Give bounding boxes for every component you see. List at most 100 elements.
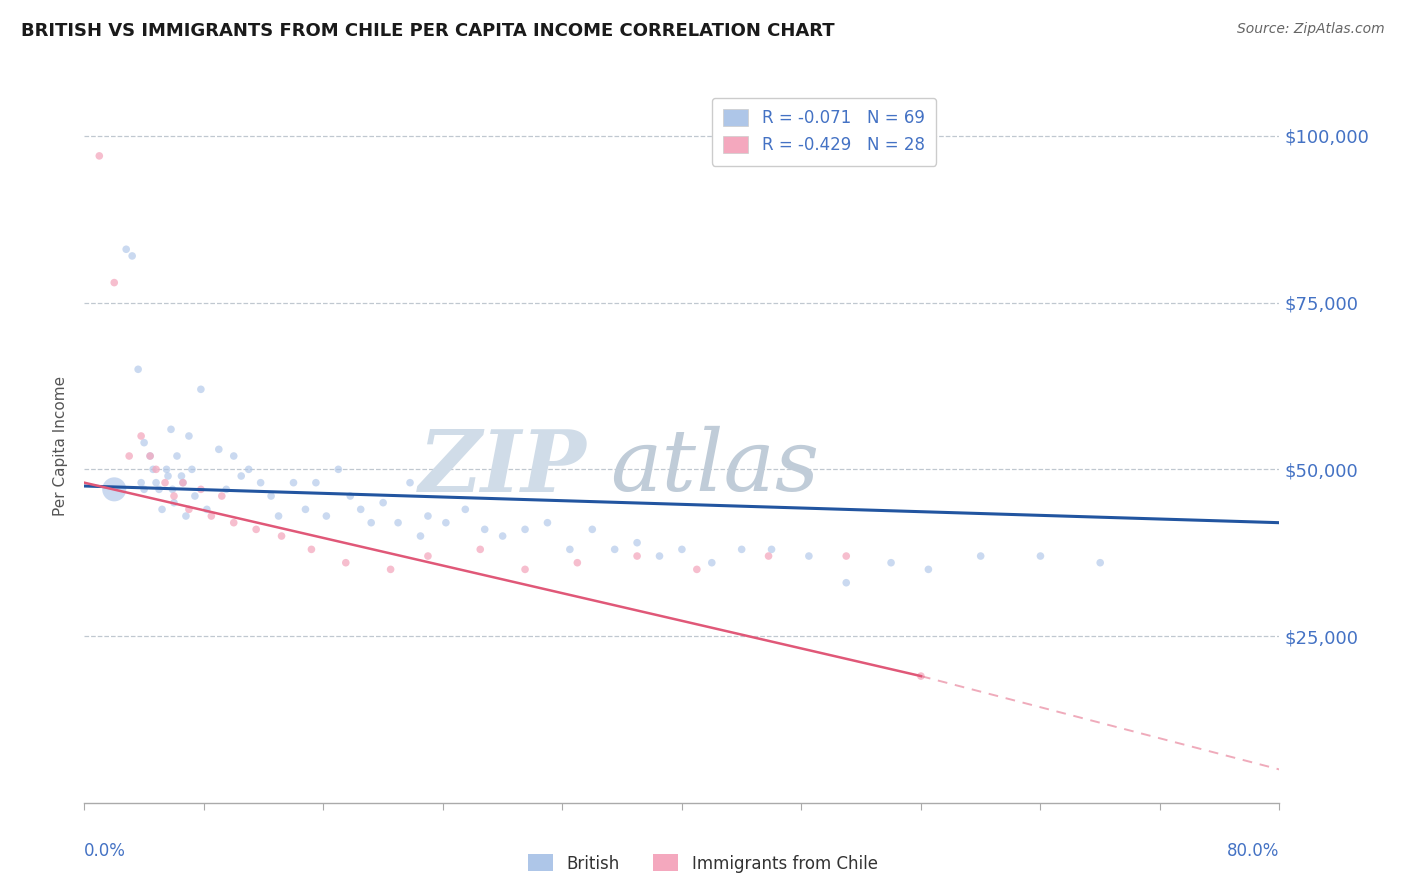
Point: [380, 562, 402, 576]
Point: [118, 449, 141, 463]
Point: [970, 549, 993, 563]
Point: [155, 462, 177, 476]
Point: [177, 502, 200, 516]
Point: [731, 542, 754, 557]
Point: [648, 549, 671, 563]
Point: [301, 542, 323, 557]
Point: [184, 489, 207, 503]
Point: [145, 462, 167, 476]
Point: [174, 509, 197, 524]
Point: [153, 475, 176, 490]
Point: [1029, 549, 1052, 563]
Point: [335, 556, 357, 570]
Point: [492, 529, 515, 543]
Text: BRITISH VS IMMIGRANTS FROM CHILE PER CAPITA INCOME CORRELATION CHART: BRITISH VS IMMIGRANTS FROM CHILE PER CAP…: [21, 22, 835, 40]
Point: [474, 522, 496, 536]
Point: [917, 562, 939, 576]
Point: [148, 483, 170, 497]
Point: [835, 575, 858, 590]
Point: [115, 242, 138, 256]
Point: [1090, 556, 1112, 570]
Point: [162, 483, 184, 497]
Point: [283, 475, 305, 490]
Point: [142, 462, 165, 476]
Point: [371, 496, 394, 510]
Point: [103, 276, 125, 290]
Point: [166, 449, 188, 463]
Point: [581, 522, 603, 536]
Point: [797, 549, 820, 563]
Point: [700, 556, 723, 570]
Point: [132, 435, 156, 450]
Text: 0.0%: 0.0%: [84, 842, 127, 860]
Point: [208, 442, 231, 457]
Point: [416, 549, 439, 563]
Point: [513, 522, 536, 536]
Point: [360, 516, 382, 530]
Point: [686, 562, 709, 576]
Point: [603, 542, 626, 557]
Text: ZIP: ZIP: [419, 425, 586, 509]
Point: [434, 516, 457, 530]
Point: [177, 429, 200, 443]
Point: [129, 429, 152, 443]
Point: [339, 489, 361, 503]
Point: [513, 562, 536, 576]
Point: [231, 469, 253, 483]
Legend: R = -0.071   N = 69, R = -0.429   N = 28: R = -0.071 N = 69, R = -0.429 N = 28: [711, 97, 936, 166]
Point: [558, 542, 581, 557]
Point: [129, 475, 152, 490]
Point: [139, 449, 162, 463]
Point: [470, 542, 492, 557]
Point: [409, 529, 432, 543]
Point: [172, 475, 194, 490]
Point: [626, 549, 648, 563]
Point: [454, 502, 477, 516]
Point: [267, 509, 290, 524]
Point: [215, 483, 238, 497]
Point: [145, 475, 167, 490]
Point: [163, 489, 186, 503]
Point: [626, 535, 648, 549]
Point: [195, 502, 218, 516]
Point: [387, 516, 409, 530]
Point: [260, 489, 283, 503]
Point: [132, 483, 156, 497]
Point: [315, 509, 337, 524]
Text: Source: ZipAtlas.com: Source: ZipAtlas.com: [1237, 22, 1385, 37]
Point: [758, 549, 780, 563]
Point: [761, 542, 783, 557]
Point: [139, 449, 162, 463]
Point: [200, 509, 222, 524]
Point: [910, 669, 932, 683]
Point: [294, 502, 316, 516]
Point: [103, 483, 125, 497]
Point: [305, 475, 328, 490]
Point: [180, 462, 204, 476]
Point: [222, 516, 245, 530]
Point: [350, 502, 373, 516]
Point: [190, 382, 212, 396]
Point: [270, 529, 292, 543]
Point: [245, 522, 267, 536]
Point: [536, 516, 558, 530]
Y-axis label: Per Capita Income: Per Capita Income: [53, 376, 69, 516]
Point: [835, 549, 858, 563]
Point: [399, 475, 422, 490]
Point: [880, 556, 903, 570]
Point: [567, 556, 589, 570]
Point: [222, 449, 245, 463]
Point: [157, 469, 180, 483]
Point: [172, 475, 194, 490]
Point: [170, 469, 193, 483]
Point: [190, 483, 212, 497]
Text: atlas: atlas: [610, 426, 820, 508]
Point: [163, 496, 186, 510]
Point: [150, 502, 173, 516]
Point: [160, 422, 183, 436]
Point: [249, 475, 271, 490]
Point: [416, 509, 439, 524]
Point: [238, 462, 260, 476]
Legend: British, Immigrants from Chile: British, Immigrants from Chile: [522, 847, 884, 880]
Point: [89, 149, 111, 163]
